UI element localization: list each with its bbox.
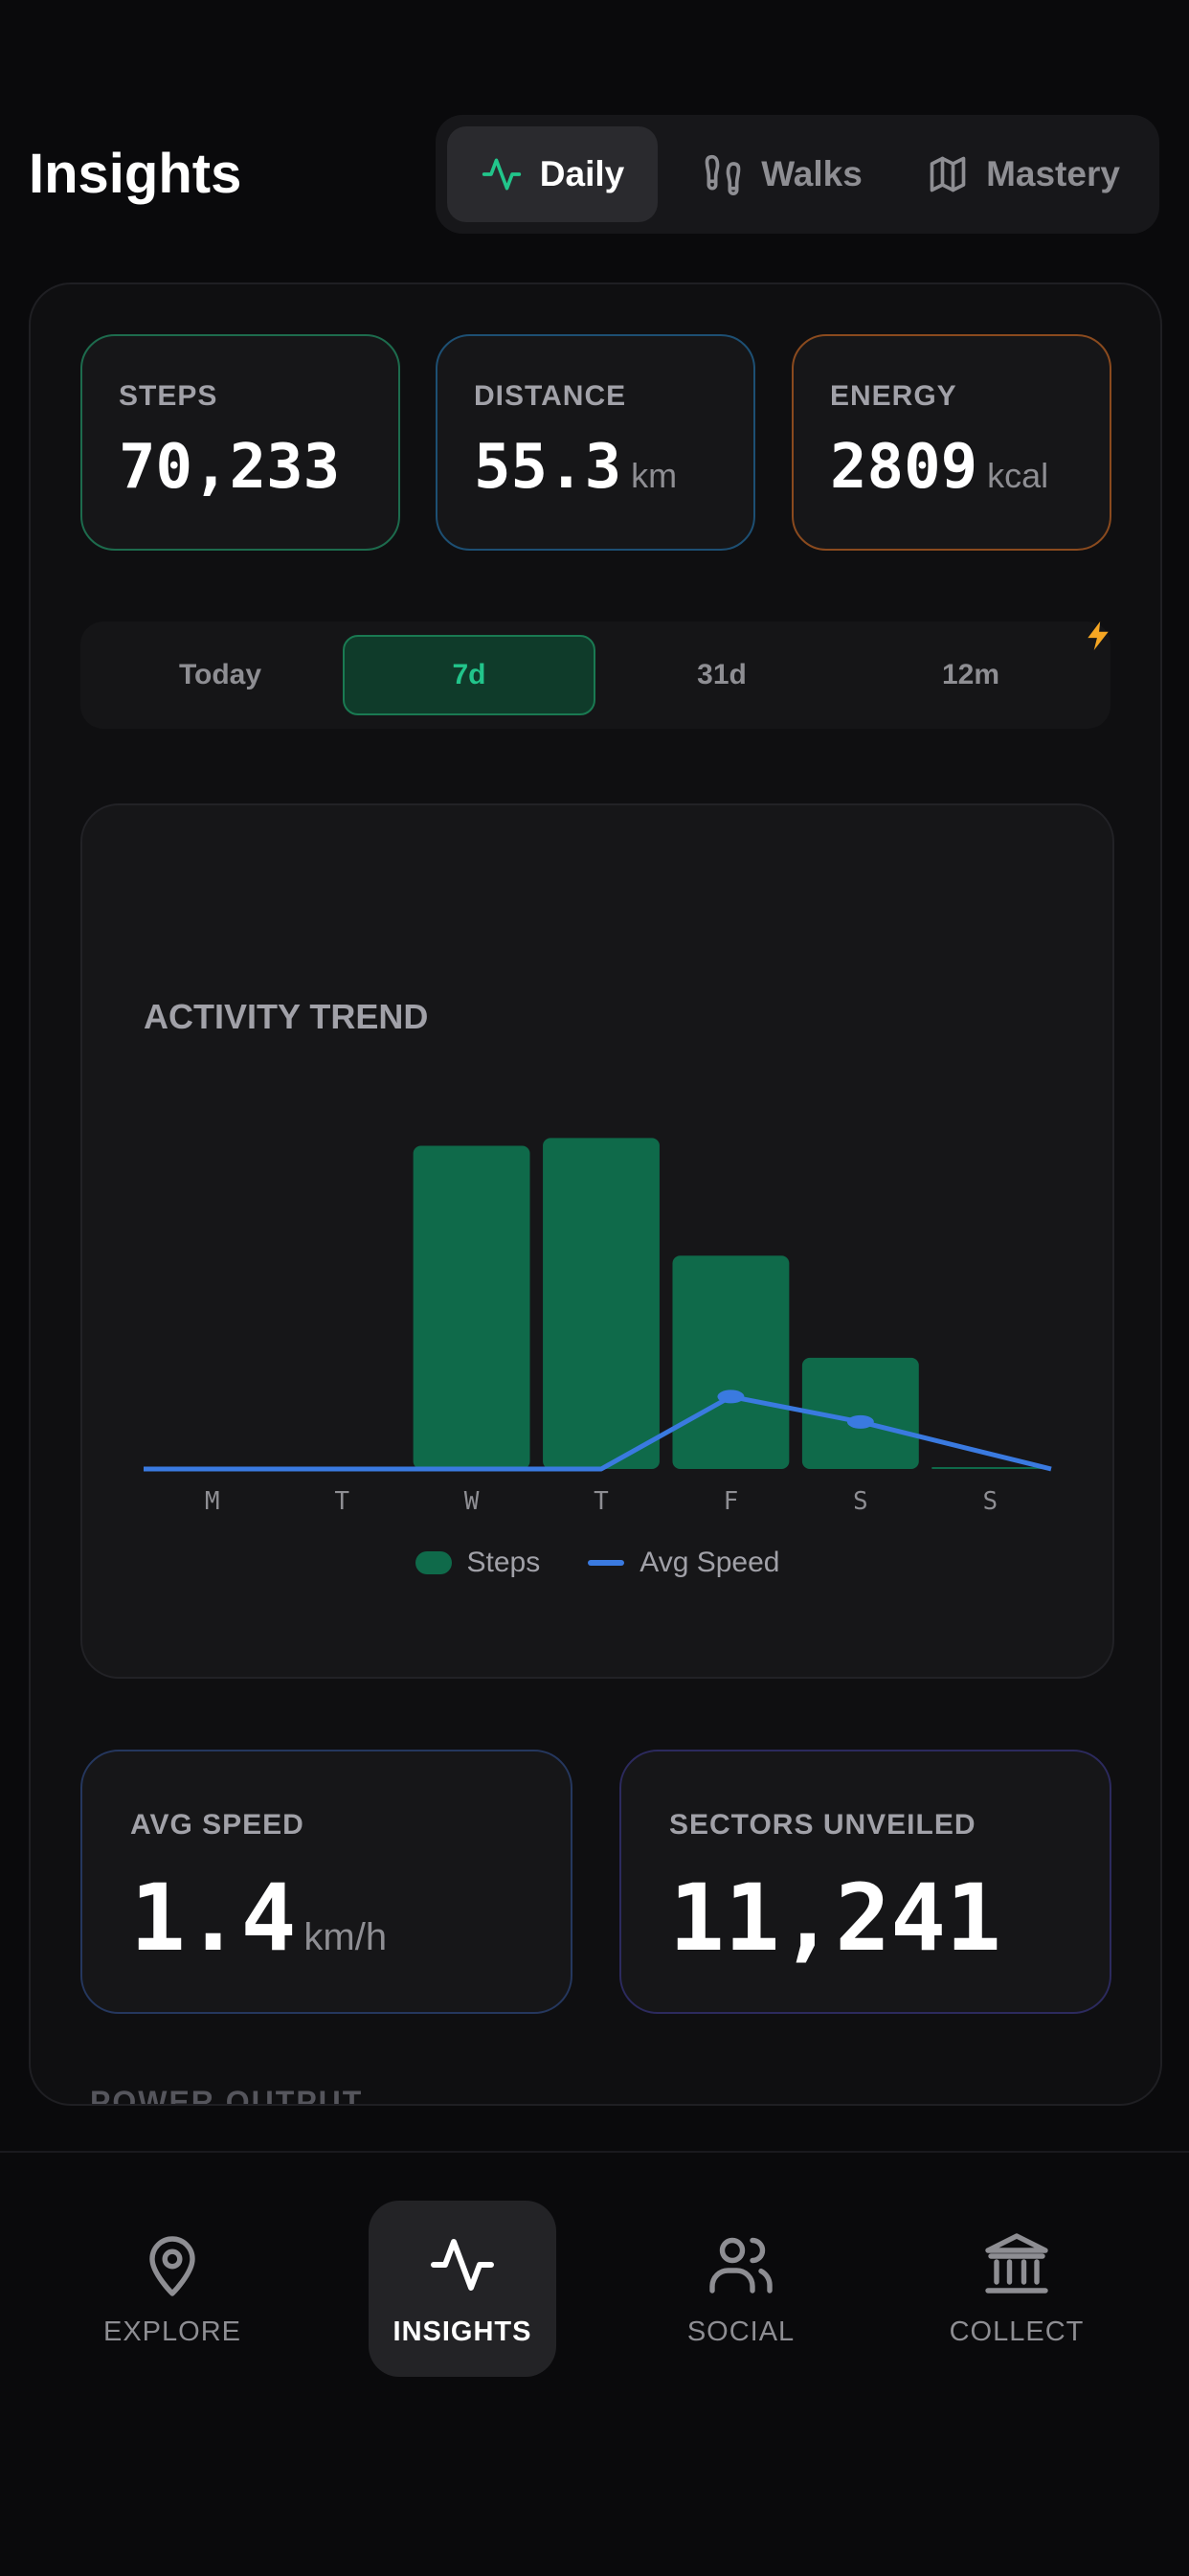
insights-panel: STEPS 70,233 DISTANCE 55.3 km ENERGY 2809… <box>29 282 1162 2106</box>
bottom-nav: EXPLORE INSIGHTS SOCIAL COLLECT <box>0 2151 1189 2576</box>
tab-walks-label: Walks <box>761 154 863 193</box>
tab-daily-label: Daily <box>539 154 625 193</box>
x-tick-label: M <box>205 1487 220 1516</box>
activity-icon <box>431 2238 494 2291</box>
nav-collect-label: COLLECT <box>949 2316 1085 2347</box>
distance-value: 55.3 km <box>474 432 678 503</box>
chart-legend: Steps Avg Speed <box>82 1547 1112 1579</box>
legend-speed-swatch <box>588 1560 625 1566</box>
avg-speed-value: 1.4 km/h <box>130 1864 388 1972</box>
x-tick-label: F <box>724 1487 739 1516</box>
sectors-label: SECTORS UNVEILED <box>669 1809 976 1841</box>
range-today[interactable]: Today <box>178 659 262 690</box>
nav-insights[interactable]: INSIGHTS <box>369 2201 556 2377</box>
activity-chart-card: ACTIVITY TREND M T W T F S S Steps Avg Speed <box>80 803 1114 1679</box>
steps-bar[interactable] <box>413 1145 530 1470</box>
map-icon <box>930 156 966 192</box>
range-7d[interactable]: 7d <box>343 635 595 715</box>
nav-explore-label: EXPLORE <box>103 2316 241 2347</box>
energy-value: 2809 kcal <box>830 432 1049 503</box>
users-icon <box>709 2237 773 2294</box>
range-12m[interactable]: 12m <box>941 659 1000 690</box>
steps-bar[interactable] <box>801 1357 919 1469</box>
sectors-card: SECTORS UNVEILED 11,241 <box>619 1750 1111 2014</box>
steps-value: 70,233 <box>119 432 341 503</box>
tab-mastery[interactable]: Mastery <box>907 126 1140 222</box>
steps-bar[interactable] <box>931 1467 1049 1469</box>
range-31d[interactable]: 31d <box>697 659 747 690</box>
tab-mastery-label: Mastery <box>986 154 1120 193</box>
steps-bar[interactable] <box>543 1138 660 1469</box>
energy-unit: kcal <box>987 456 1049 495</box>
power-output-heading: POWER OUTPUT <box>90 2085 364 2106</box>
nav-social-label: SOCIAL <box>686 2316 796 2347</box>
nav-explore[interactable]: EXPLORE <box>79 2201 266 2377</box>
avg-speed-point[interactable] <box>846 1414 874 1429</box>
x-tick-label: S <box>853 1487 868 1516</box>
x-tick-label: S <box>982 1487 998 1516</box>
x-tick-label: W <box>464 1487 480 1516</box>
energy-label: ENERGY <box>830 380 957 412</box>
distance-label: DISTANCE <box>474 380 627 412</box>
avg-speed-point[interactable] <box>717 1390 745 1404</box>
sectors-value: 11,241 <box>669 1864 1001 1972</box>
legend-steps-label: Steps <box>466 1547 541 1578</box>
activity-icon <box>482 158 521 191</box>
map-pin-icon <box>149 2235 195 2296</box>
museum-icon <box>985 2232 1048 2294</box>
nav-social[interactable]: SOCIAL <box>647 2201 835 2377</box>
distance-card: DISTANCE 55.3 km <box>436 334 755 551</box>
avg-speed-unit: km/h <box>303 1916 388 1958</box>
legend-steps: Steps <box>415 1547 541 1579</box>
nav-insights-label: INSIGHTS <box>393 2316 532 2347</box>
page-title: Insights <box>29 143 242 205</box>
view-segmented-control: Daily Walks Mastery <box>436 115 1159 234</box>
steps-card: STEPS 70,233 <box>80 334 400 551</box>
steps-label: STEPS <box>119 380 218 412</box>
footprints-icon <box>705 154 741 195</box>
energy-card: ENERGY 2809 kcal <box>792 334 1111 551</box>
steps-bar[interactable] <box>672 1255 790 1469</box>
x-tick-label: T <box>334 1487 349 1516</box>
distance-unit: km <box>631 456 678 495</box>
legend-avg-speed: Avg Speed <box>588 1547 779 1579</box>
avg-speed-card: AVG SPEED 1.4 km/h <box>80 1750 572 2014</box>
avg-speed-label: AVG SPEED <box>130 1809 304 1841</box>
chart-title: ACTIVITY TREND <box>144 997 429 1036</box>
legend-speed-label: Avg Speed <box>639 1547 780 1578</box>
tab-walks[interactable]: Walks <box>686 126 878 222</box>
lightning-icon <box>1088 621 1109 650</box>
x-tick-label: T <box>594 1487 609 1516</box>
nav-collect[interactable]: COLLECT <box>923 2201 1110 2377</box>
time-range-selector: Today 7d 31d 12m <box>80 621 1110 729</box>
legend-steps-swatch <box>415 1551 452 1574</box>
tab-daily[interactable]: Daily <box>447 126 658 222</box>
